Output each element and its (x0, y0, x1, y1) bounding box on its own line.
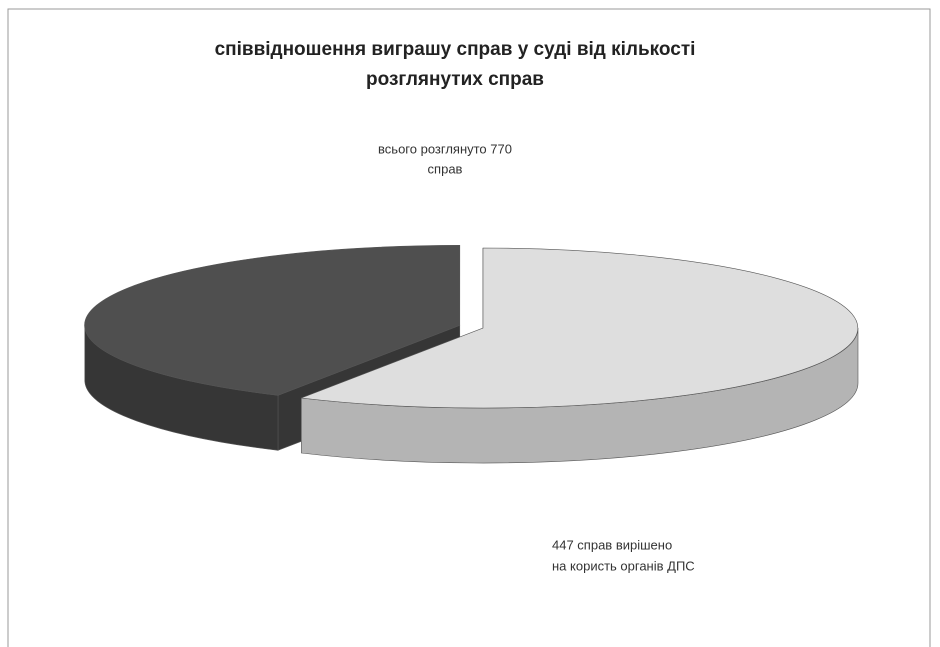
pie (84, 244, 859, 464)
pie-slice (84, 244, 461, 396)
annotation: на користь органів ДПС (552, 558, 695, 573)
annotation: всього розглянуто 770 (378, 141, 512, 156)
pie-slice (301, 247, 859, 409)
annotation: справ (428, 161, 463, 176)
chart-title: співвідношення виграшу справ у суді від … (215, 39, 696, 60)
annotation: 447 справ вирішено (552, 537, 672, 552)
chart-title: розглянутих справ (366, 69, 544, 90)
